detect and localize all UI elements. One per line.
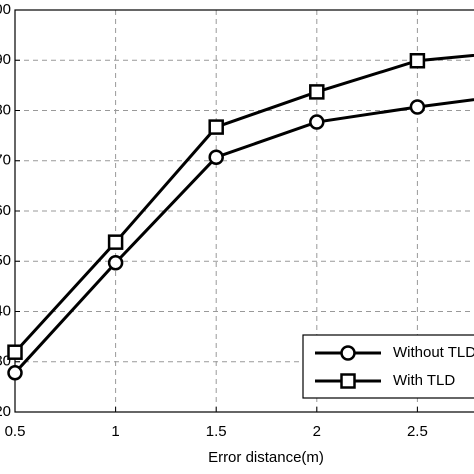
y-tick-label: 70 [0, 152, 11, 169]
y-tick-label: 20 [0, 403, 11, 420]
series-line [13, 53, 474, 354]
marker [7, 344, 23, 360]
x-tick-label: 2.5 [407, 423, 428, 440]
x-tick-label: 1 [111, 423, 119, 440]
marker [309, 84, 325, 100]
y-tick-label: 90 [0, 51, 11, 68]
legend-label: Without TLD [393, 344, 474, 361]
legend: Without TLD With TLD [302, 334, 474, 399]
marker [208, 119, 224, 135]
marker [309, 114, 325, 130]
y-tick-label: 100 [0, 1, 11, 18]
y-tick-label: 30 [0, 353, 11, 370]
marker [409, 53, 426, 69]
marker [7, 365, 23, 381]
y-tick-label: 60 [0, 202, 11, 219]
y-tick-label: 50 [0, 252, 11, 269]
x-axis-label: Error distance(m) [208, 449, 324, 466]
y-tick-label: 40 [0, 302, 11, 319]
marker [340, 373, 356, 389]
marker [409, 99, 426, 115]
marker [208, 149, 224, 165]
marker [340, 345, 356, 361]
marker [107, 234, 124, 250]
series-line [13, 98, 474, 374]
x-tick-label: 0.5 [5, 423, 26, 440]
x-tick-label: 2 [313, 423, 321, 440]
legend-box [302, 334, 474, 399]
y-tick-label: 80 [0, 101, 11, 118]
plot-frame [14, 9, 474, 413]
marker [107, 255, 124, 271]
x-tick-label: 1.5 [206, 423, 227, 440]
legend-label: With TLD [393, 372, 455, 389]
